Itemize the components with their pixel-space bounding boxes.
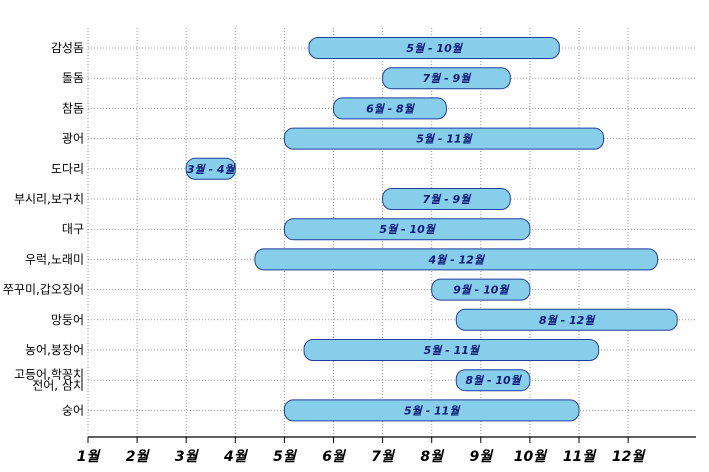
range-bar xyxy=(283,127,605,150)
range-bar xyxy=(185,157,236,180)
range-bar xyxy=(254,248,659,271)
category-label: 감성돔 xyxy=(51,41,84,55)
x-tick-label: 2월 xyxy=(126,449,151,465)
category-label: 도다리 xyxy=(51,162,84,176)
bar-label: 5월 - 10월 xyxy=(379,223,436,236)
x-tick-label: 12월 xyxy=(612,449,646,465)
category-label: 쭈꾸미,갑오징어 xyxy=(3,283,84,297)
x-tick-label: 6월 xyxy=(322,449,347,465)
range-bar xyxy=(382,67,511,90)
category-label: 고등어,학꽁치 xyxy=(14,368,84,382)
category-label: 숭어 xyxy=(62,403,84,417)
x-tick-label: 7월 xyxy=(371,449,396,465)
bar-label: 5월 - 11월 xyxy=(416,133,473,146)
range-bar xyxy=(455,308,678,331)
range-bar xyxy=(303,339,600,361)
category-label: 돌돔 xyxy=(62,71,84,85)
bar-label: 7월 - 9월 xyxy=(423,72,473,85)
bar-label: 3월 - 4월 xyxy=(187,163,237,176)
range-bar xyxy=(431,278,531,301)
bars: 5월 - 10월 7월 - 9월 6월 - 8월 5월 - 11월 3월 - 4월 7월 … xyxy=(185,37,678,422)
x-tick-label: 9월 xyxy=(469,449,494,465)
category-label: 대구 xyxy=(62,222,84,236)
category-label: 우럭,노래미 xyxy=(25,252,84,266)
x-tick-label: 10월 xyxy=(514,449,548,465)
range-bar xyxy=(455,369,531,392)
category-label: 참돔 xyxy=(62,101,84,115)
x-tick-label: 3월 xyxy=(175,449,200,465)
category-label: 망둥어 xyxy=(51,313,84,327)
x-axis: 1월 2월 3월 4월 5월 6월 7월 8월 9월 10월 11월 12월 xyxy=(77,436,696,465)
bar-label: 5월 - 11월 xyxy=(404,404,461,417)
range-bar xyxy=(308,37,560,59)
category-labels: 감성돔돌돔참돔광어도다리부시리,보구치대구우럭,노래미쭈꾸미,갑오징어망둥어농어… xyxy=(3,41,84,417)
x-tick-label: 11월 xyxy=(563,449,597,465)
bar-label: 7월 - 9월 xyxy=(423,193,473,206)
category-label: 전어, 삼치 xyxy=(32,379,84,393)
bar-label: 5월 - 10월 xyxy=(406,42,463,55)
bar-label: 8월 - 12월 xyxy=(539,314,596,327)
bar-label: 4월 - 12월 xyxy=(428,253,486,266)
range-bar xyxy=(382,188,511,210)
bar-label: 6월 - 8월 xyxy=(366,102,416,115)
x-tick-label: 8월 xyxy=(420,449,445,465)
range-bar xyxy=(283,399,580,422)
category-label: 농어,붕장어 xyxy=(25,343,84,357)
bar-label: 5월 - 11월 xyxy=(424,344,481,357)
x-tick-label: 5월 xyxy=(273,449,298,465)
bar-label: 9월 - 10월 xyxy=(453,284,510,297)
x-tick-label: 4월 xyxy=(223,449,249,465)
range-bar xyxy=(283,218,531,241)
x-tick-label: 1월 xyxy=(77,449,102,465)
category-label: 광어 xyxy=(62,132,84,146)
bar-label: 8월 - 10월 xyxy=(465,374,522,387)
category-label: 부시리,보구치 xyxy=(14,192,84,206)
range-bar xyxy=(333,97,447,120)
